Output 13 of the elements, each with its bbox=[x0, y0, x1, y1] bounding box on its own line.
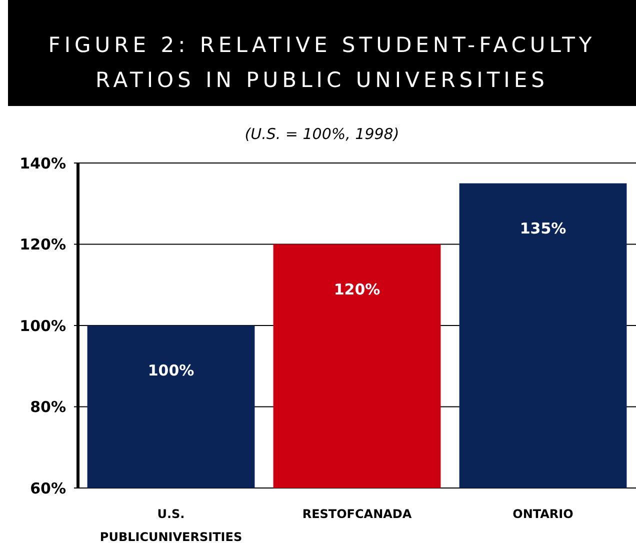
y-tick-label: 140% bbox=[20, 154, 66, 172]
data-label: 120% bbox=[334, 280, 380, 298]
y-tick-label: 100% bbox=[20, 316, 66, 335]
x-tick-label: ONTARIO bbox=[512, 507, 574, 521]
y-tick-label: 80% bbox=[30, 398, 66, 416]
x-tick-label: RESTOFCANADA bbox=[302, 507, 412, 521]
x-tick-label: U.S. PUBLICUNIVERSITIES bbox=[100, 507, 242, 543]
data-label: 135% bbox=[520, 219, 566, 238]
data-label: 100% bbox=[148, 362, 194, 380]
chart-subtitle: (U.S. = 100%, 1998) bbox=[244, 125, 400, 143]
y-tick-label: 120% bbox=[20, 236, 66, 254]
chart-title: FIGURE 2: RELATIVE STUDENT-FACULTY RATIOS IN PUBLIC UNIVERSITIES bbox=[48, 33, 596, 92]
y-tick-label: 60% bbox=[30, 479, 66, 498]
